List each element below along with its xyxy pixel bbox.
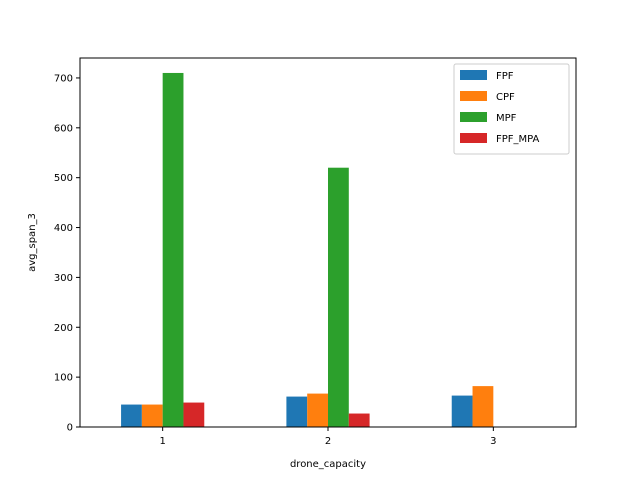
y-tick-label: 500 — [54, 173, 73, 184]
legend-swatch-cpf — [460, 91, 487, 101]
bar-fpf-cat-2 — [286, 396, 308, 427]
bar-fpf-mpa-cat-1 — [183, 402, 205, 427]
bar-mpf-cat-1 — [162, 72, 184, 427]
x-tick-label: 3 — [490, 436, 496, 447]
bar-mpf-cat-2 — [328, 167, 349, 427]
legend-label-fpf: FPF — [496, 71, 514, 82]
x-tick-label: 1 — [159, 436, 165, 447]
legend-swatch-fpf — [460, 70, 487, 80]
bar-cpf-cat-2 — [307, 393, 328, 427]
legend-swatch-mpf — [460, 112, 487, 122]
y-tick-label: 400 — [54, 223, 73, 234]
y-tick-label: 200 — [54, 323, 73, 334]
y-tick-label: 100 — [54, 373, 73, 384]
x-axis: 1 2 3 — [159, 427, 497, 447]
legend-box — [453, 63, 570, 155]
legend-label-mpf: MPF — [496, 113, 517, 124]
bars-layer — [121, 72, 494, 427]
legend-label-fpf-mpa: FPF_MPA — [496, 134, 540, 145]
y-tick-label: 600 — [54, 123, 73, 134]
bar-fpf-cat-3 — [451, 395, 473, 427]
y-tick-label: 700 — [54, 73, 73, 84]
bar-fpf-mpa-cat-2 — [348, 413, 370, 427]
bar-cpf-cat-1 — [141, 404, 163, 427]
y-axis: 0 100 200 300 400 500 600 700 — [54, 73, 80, 434]
bar-fpf-cat-1 — [121, 404, 142, 427]
x-axis-title: drone_capacity — [290, 459, 366, 470]
y-tick-label: 0 — [67, 423, 73, 434]
legend-label-cpf: CPF — [496, 92, 515, 103]
x-tick-label: 2 — [325, 436, 331, 447]
legend: FPF CPF MPF FPF_MPA — [453, 63, 570, 155]
y-axis-title: avg_span_3 — [27, 213, 38, 272]
y-tick-label: 300 — [54, 273, 73, 284]
legend-swatch-fpf-mpa — [460, 133, 487, 143]
bar-cpf-cat-3 — [472, 386, 494, 427]
